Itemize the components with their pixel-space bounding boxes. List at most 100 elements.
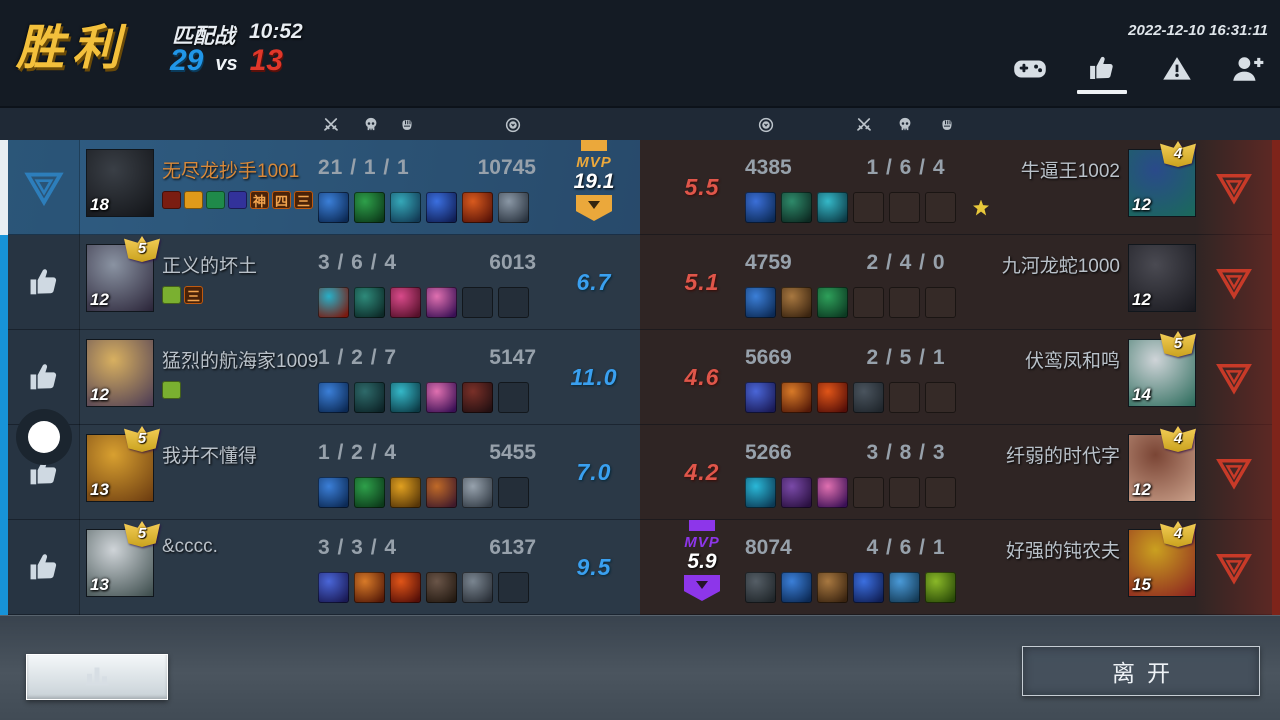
player-name: 九河龙蛇1000 xyxy=(1001,256,1120,277)
item-icon[interactable] xyxy=(354,572,385,603)
rank-crown-badge: 5 xyxy=(124,521,160,547)
item-icon[interactable] xyxy=(426,287,457,318)
like-button[interactable] xyxy=(27,361,61,395)
score-column: 11.0 xyxy=(548,330,640,425)
item-icon[interactable] xyxy=(781,192,812,223)
item-icon[interactable] xyxy=(745,192,776,223)
empty-item-slot xyxy=(925,287,956,318)
report-button[interactable] xyxy=(1195,140,1272,235)
vs-label: vs xyxy=(215,53,238,75)
gold-earned: 5455 xyxy=(489,441,536,464)
match-duration: 10:52 xyxy=(249,20,303,43)
item-build xyxy=(745,287,956,318)
item-icon[interactable] xyxy=(781,382,812,413)
item-build xyxy=(745,477,956,508)
item-icon[interactable] xyxy=(354,192,385,223)
player-name: 无尽龙抄手1001 xyxy=(162,161,300,182)
performance-rating: 4.2 xyxy=(684,459,720,485)
item-icon[interactable] xyxy=(426,477,457,508)
hero-avatar[interactable]: 12 xyxy=(86,339,154,407)
item-icon[interactable] xyxy=(817,192,848,223)
item-icon[interactable] xyxy=(462,477,493,508)
mvp-label: MVP xyxy=(576,154,612,171)
item-icon[interactable] xyxy=(390,572,421,603)
item-icon[interactable] xyxy=(390,382,421,413)
item-icon[interactable] xyxy=(462,192,493,223)
drag-handle-dot[interactable] xyxy=(16,409,72,465)
item-icon[interactable] xyxy=(781,477,812,508)
item-icon[interactable] xyxy=(781,287,812,318)
kda-value: 4 / 6 / 1 xyxy=(866,536,946,559)
hero-avatar[interactable]: 12 xyxy=(1128,244,1196,312)
item-build xyxy=(318,382,529,413)
performance-rating: 6.7 xyxy=(576,269,612,295)
item-icon[interactable] xyxy=(745,572,776,603)
item-icon[interactable] xyxy=(462,572,493,603)
item-icon[interactable] xyxy=(817,382,848,413)
item-icon[interactable] xyxy=(354,477,385,508)
item-icon[interactable] xyxy=(318,382,349,413)
player-row: 13 5 我并不懂得 1 / 2 / 4 5455 7.0 xyxy=(0,425,640,520)
empty-item-slot xyxy=(462,287,493,318)
performance-rating: 4.6 xyxy=(684,364,720,390)
empty-item-slot xyxy=(925,382,956,413)
score-column: MVP 5.9 xyxy=(656,520,748,615)
empty-item-slot xyxy=(889,287,920,318)
item-icon[interactable] xyxy=(354,382,385,413)
item-icon[interactable] xyxy=(390,287,421,318)
player-row: 13 5 &cccc. 3 / 3 / 4 6137 9.5 xyxy=(0,520,640,615)
gold-earned: 8074 xyxy=(745,536,792,559)
item-icon[interactable] xyxy=(318,192,349,223)
item-icon[interactable] xyxy=(318,287,349,318)
player-name: 我并不懂得 xyxy=(162,446,258,467)
mvp-badge: MVP 19.1 xyxy=(565,140,623,235)
report-triangle-icon xyxy=(1215,268,1252,300)
thumbs-up-tab-icon[interactable] xyxy=(1085,54,1119,84)
team-accent-strip xyxy=(0,330,8,425)
item-icon[interactable] xyxy=(498,192,529,223)
like-button[interactable] xyxy=(27,551,61,585)
report-button[interactable] xyxy=(1195,425,1272,520)
rank-crown-badge: 5 xyxy=(1160,331,1196,357)
item-icon[interactable] xyxy=(745,382,776,413)
item-build xyxy=(318,287,529,318)
active-tab-underline xyxy=(1077,90,1127,94)
warning-report-icon[interactable] xyxy=(1160,54,1194,84)
item-icon[interactable] xyxy=(817,287,848,318)
gamepad-icon[interactable] xyxy=(1013,54,1047,84)
item-icon[interactable] xyxy=(853,382,884,413)
item-icon[interactable] xyxy=(426,382,457,413)
leave-button[interactable]: 离开 xyxy=(1022,646,1260,696)
add-friend-icon[interactable] xyxy=(1230,54,1264,84)
hero-avatar[interactable]: 18 xyxy=(86,149,154,217)
player-row: 12 4 牛逼王1002 1 / 6 / 4 4385 5.5 xyxy=(640,140,1280,235)
item-icon[interactable] xyxy=(745,287,776,318)
item-icon[interactable] xyxy=(745,477,776,508)
stats-chart-button[interactable] xyxy=(26,654,168,700)
kda-value: 3 / 3 / 4 xyxy=(318,536,398,559)
item-icon[interactable] xyxy=(781,572,812,603)
report-button[interactable] xyxy=(1195,520,1272,615)
item-icon[interactable] xyxy=(318,572,349,603)
empty-item-slot xyxy=(853,287,884,318)
item-icon[interactable] xyxy=(462,382,493,413)
team-accent-strip xyxy=(0,235,8,330)
item-icon[interactable] xyxy=(817,572,848,603)
item-icon[interactable] xyxy=(426,192,457,223)
item-icon[interactable] xyxy=(390,477,421,508)
item-icon[interactable] xyxy=(426,572,457,603)
item-icon[interactable] xyxy=(390,192,421,223)
item-icon[interactable] xyxy=(853,572,884,603)
item-icon[interactable] xyxy=(354,287,385,318)
item-icon[interactable] xyxy=(817,477,848,508)
item-icon[interactable] xyxy=(925,572,956,603)
report-button[interactable] xyxy=(1195,330,1272,425)
rank-crown-badge: 5 xyxy=(124,236,160,262)
report-button[interactable] xyxy=(1195,235,1272,330)
like-button[interactable] xyxy=(27,266,61,300)
item-icon[interactable] xyxy=(318,477,349,508)
item-icon[interactable] xyxy=(889,572,920,603)
match-result-title: 胜利 xyxy=(16,22,129,75)
honor-badge-icon xyxy=(162,381,181,399)
team-accent-strip xyxy=(1272,330,1280,425)
